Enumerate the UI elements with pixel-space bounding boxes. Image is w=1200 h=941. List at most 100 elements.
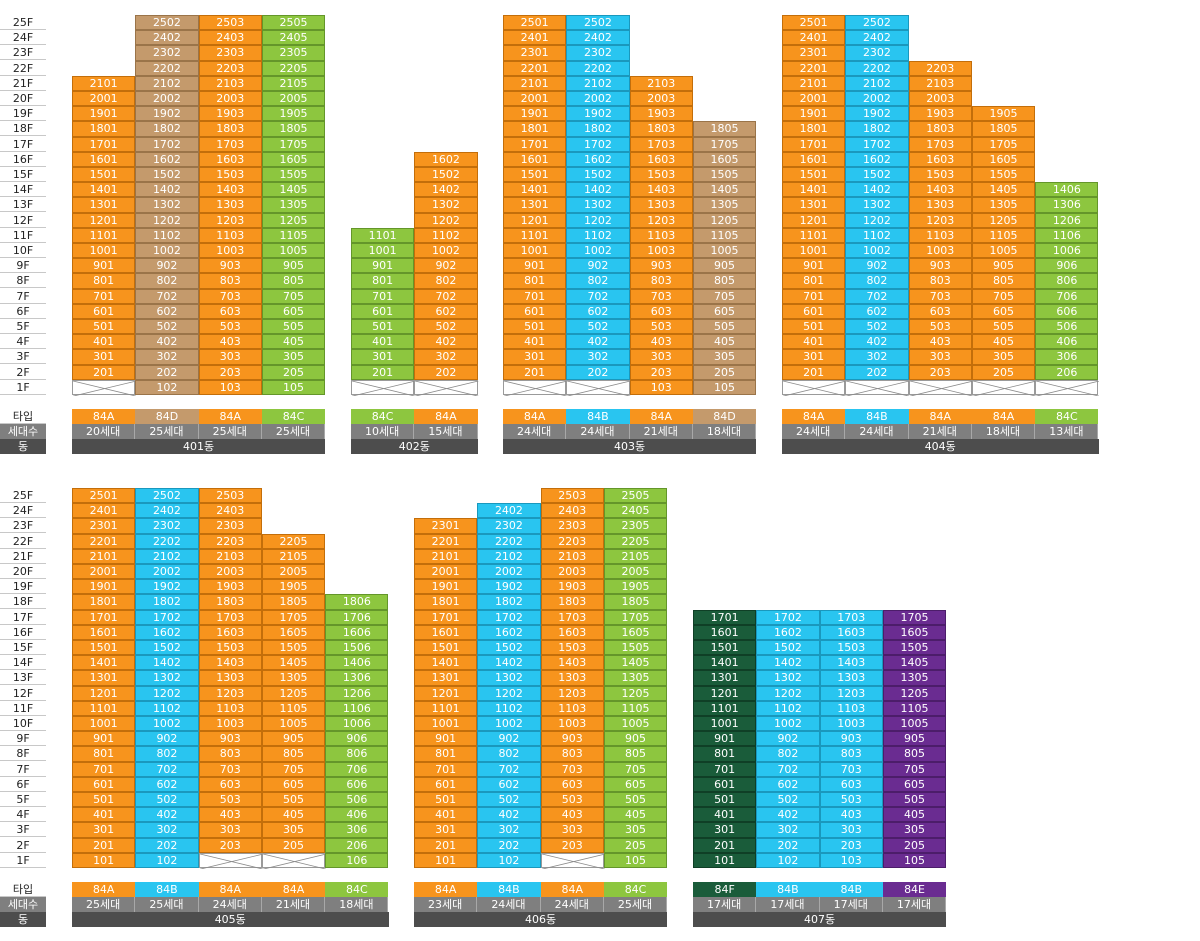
unit-cell: 602	[135, 776, 199, 792]
floor-label: 11F	[0, 228, 46, 243]
unit-cell: 1201	[503, 212, 567, 228]
floor-label: 5F	[0, 319, 46, 334]
unit-cell: 801	[782, 273, 846, 289]
unit-type: 84A	[629, 409, 693, 424]
unit-cell: 1205	[261, 212, 326, 228]
unit-cell: 2203	[198, 533, 262, 549]
unit-cell: 1702	[566, 136, 630, 152]
empty-unit	[72, 379, 137, 396]
unit-cell: 601	[693, 776, 757, 792]
unit-count: 24세대	[477, 897, 541, 912]
unit-type: 84A	[782, 409, 846, 424]
unit-count: 13세대	[1035, 424, 1099, 439]
unit-cell: 1601	[414, 624, 478, 640]
unit-cell: 2202	[135, 60, 199, 76]
unit-cell: 203	[629, 364, 693, 380]
unit-cell: 102	[477, 852, 541, 868]
unit-cell: 1105	[261, 700, 326, 716]
unit-cell: 302	[135, 822, 199, 838]
empty-unit	[845, 379, 910, 396]
unit-cell: 2002	[477, 564, 541, 580]
unit-cell: 1502	[756, 640, 820, 656]
floor-label: 19F	[0, 579, 46, 595]
unit-cell: 1602	[566, 151, 630, 167]
unit-cell: 1301	[72, 197, 136, 213]
unit-cell: 1803	[198, 121, 262, 137]
unit-type: 84A	[908, 409, 972, 424]
unit-cell: 1302	[477, 670, 541, 686]
unit-cell: 1106	[325, 700, 389, 716]
unit-cell: 2301	[414, 518, 478, 534]
unit-type: 84B	[845, 409, 909, 424]
unit-cell: 1701	[72, 609, 136, 625]
unit-cell: 1902	[566, 106, 630, 122]
unit-cell: 2102	[845, 75, 909, 91]
empty-unit	[198, 852, 263, 869]
unit-cell: 1101	[351, 227, 415, 243]
building-name: 407동	[693, 912, 947, 927]
unit-cell: 903	[198, 731, 262, 747]
unit-count: 23세대	[414, 897, 478, 912]
unit-type: 84C	[603, 882, 668, 897]
unit-cell: 2303	[198, 518, 262, 534]
unit-cell: 1803	[198, 594, 262, 610]
floor-label: 14F	[0, 655, 46, 671]
unit-cell: 2003	[908, 91, 972, 107]
unit-cell: 1002	[414, 243, 478, 259]
unit-cell: 2403	[198, 503, 262, 519]
unit-cell: 1505	[882, 640, 947, 656]
unit-cell: 1402	[135, 182, 199, 198]
unit-cell: 1001	[503, 243, 567, 259]
unit-cell: 2505	[603, 488, 668, 504]
unit-cell: 1803	[540, 594, 604, 610]
unit-cell: 1701	[72, 136, 136, 152]
unit-cell: 702	[845, 288, 909, 304]
unit-cell: 2303	[198, 45, 262, 61]
unit-cell: 1205	[971, 212, 1036, 228]
unit-cell: 1105	[882, 700, 947, 716]
unit-cell: 1705	[882, 609, 947, 625]
unit-cell: 1003	[819, 716, 883, 732]
unit-cell: 2503	[198, 488, 262, 504]
unit-cell: 2101	[72, 548, 136, 564]
unit-cell: 2205	[261, 533, 326, 549]
unit-cell: 505	[261, 319, 326, 335]
unit-cell: 1203	[198, 212, 262, 228]
unit-count: 25세대	[198, 424, 262, 439]
unit-cell: 703	[629, 288, 693, 304]
unit-cell: 1602	[135, 151, 199, 167]
floor-label: 9F	[0, 731, 46, 747]
unit-cell: 1603	[908, 151, 972, 167]
unit-cell: 501	[351, 319, 415, 335]
unit-cell: 2001	[72, 564, 136, 580]
unit-cell: 602	[135, 303, 199, 319]
unit-cell: 905	[882, 731, 947, 747]
unit-cell: 2301	[782, 45, 846, 61]
unit-cell: 1703	[540, 609, 604, 625]
unit-cell: 1102	[566, 227, 630, 243]
unit-cell: 1205	[261, 685, 326, 701]
unit-cell: 701	[414, 761, 478, 777]
unit-cell: 502	[566, 319, 630, 335]
floor-label: 24F	[0, 30, 46, 46]
unit-cell: 1701	[414, 609, 478, 625]
unit-cell: 1702	[477, 609, 541, 625]
unit-cell: 2102	[135, 548, 199, 564]
unit-count: 25세대	[261, 424, 326, 439]
unit-cell: 2501	[503, 15, 567, 31]
unit-cell: 1605	[261, 151, 326, 167]
unit-cell: 2001	[782, 91, 846, 107]
unit-cell: 703	[540, 761, 604, 777]
unit-cell: 305	[971, 349, 1036, 365]
unit-cell: 1905	[603, 579, 668, 595]
unit-cell: 703	[819, 761, 883, 777]
unit-count: 24세대	[845, 424, 909, 439]
unit-cell: 201	[72, 364, 136, 380]
unit-cell: 402	[566, 334, 630, 350]
unit-cell: 2301	[72, 518, 136, 534]
unit-cell: 902	[414, 258, 478, 274]
unit-cell: 603	[540, 776, 604, 792]
unit-cell: 303	[198, 349, 262, 365]
unit-cell: 501	[72, 319, 136, 335]
unit-type: 84B	[566, 409, 630, 424]
